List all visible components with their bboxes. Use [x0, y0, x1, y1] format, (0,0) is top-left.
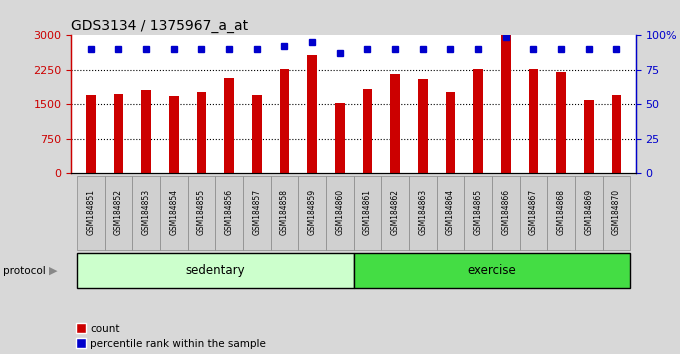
Bar — [547, 176, 575, 250]
Text: GSM184853: GSM184853 — [141, 189, 150, 235]
Bar — [197, 92, 206, 173]
Text: GSM184863: GSM184863 — [418, 189, 427, 235]
Bar — [445, 92, 456, 173]
Bar — [418, 79, 428, 173]
Text: GSM184855: GSM184855 — [197, 189, 206, 235]
Bar — [299, 176, 326, 250]
Text: GSM184858: GSM184858 — [280, 189, 289, 235]
Text: GSM184862: GSM184862 — [390, 189, 400, 235]
Bar — [528, 69, 539, 173]
Bar — [105, 176, 133, 250]
Text: GSM184866: GSM184866 — [501, 189, 510, 235]
Text: GSM184864: GSM184864 — [446, 189, 455, 235]
Text: GSM184856: GSM184856 — [224, 189, 234, 235]
Bar — [575, 176, 602, 250]
Bar — [584, 100, 594, 173]
Bar — [224, 78, 234, 173]
Text: GSM184869: GSM184869 — [584, 189, 593, 235]
Bar — [114, 94, 123, 173]
Text: sedentary: sedentary — [186, 263, 245, 276]
Bar — [77, 253, 354, 288]
Text: GSM184859: GSM184859 — [307, 189, 317, 235]
Bar — [307, 55, 317, 173]
Legend: count, percentile rank within the sample: count, percentile rank within the sample — [77, 324, 266, 349]
Bar — [141, 90, 151, 173]
Bar — [160, 176, 188, 250]
Bar — [520, 176, 547, 250]
Bar — [335, 103, 345, 173]
Text: GSM184865: GSM184865 — [473, 189, 483, 235]
Text: protocol: protocol — [3, 266, 46, 276]
Text: GSM184857: GSM184857 — [252, 189, 261, 235]
Bar — [86, 95, 96, 173]
Bar — [602, 176, 630, 250]
Bar — [492, 176, 520, 250]
Text: GSM184861: GSM184861 — [363, 189, 372, 235]
Text: GSM184870: GSM184870 — [612, 189, 621, 235]
Text: exercise: exercise — [468, 263, 516, 276]
Bar — [133, 176, 160, 250]
Bar — [243, 176, 271, 250]
Bar — [362, 89, 372, 173]
Bar — [279, 69, 289, 173]
Bar — [326, 176, 354, 250]
Bar — [611, 95, 622, 173]
Text: ▶: ▶ — [49, 266, 57, 276]
Bar — [473, 69, 483, 173]
Text: GSM184867: GSM184867 — [529, 189, 538, 235]
Bar — [390, 74, 400, 173]
Bar — [381, 176, 409, 250]
Text: GSM184851: GSM184851 — [86, 189, 95, 235]
Bar — [437, 176, 464, 250]
Bar — [464, 176, 492, 250]
Text: GSM184852: GSM184852 — [114, 189, 123, 235]
Bar — [501, 35, 511, 173]
Bar — [188, 176, 216, 250]
Bar — [409, 176, 437, 250]
Text: GSM184854: GSM184854 — [169, 189, 178, 235]
Text: GDS3134 / 1375967_a_at: GDS3134 / 1375967_a_at — [71, 19, 248, 33]
Text: GSM184860: GSM184860 — [335, 189, 344, 235]
Bar — [169, 96, 179, 173]
Bar — [271, 176, 299, 250]
Bar — [556, 72, 566, 173]
Bar — [77, 176, 105, 250]
Bar — [252, 95, 262, 173]
Text: GSM184868: GSM184868 — [557, 189, 566, 235]
Bar — [354, 253, 630, 288]
Bar — [216, 176, 243, 250]
Bar — [354, 176, 381, 250]
